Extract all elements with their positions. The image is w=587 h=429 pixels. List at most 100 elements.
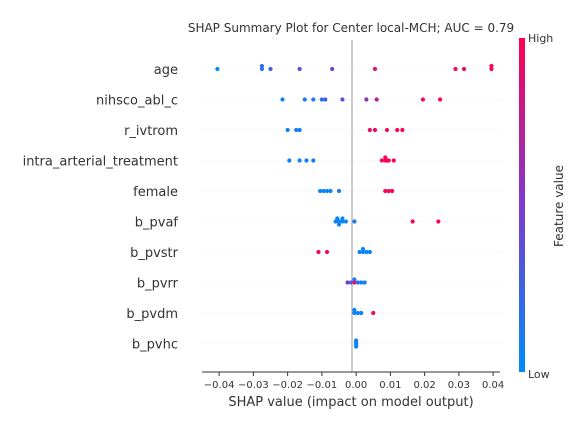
point-nihsco_abl_c-0	[280, 97, 285, 102]
point-b_pvstr-3	[357, 249, 362, 255]
x-tick-label: 0.00	[345, 380, 367, 391]
point-female-7	[390, 188, 395, 194]
feature-label-b_pvaf: b_pvaf	[135, 216, 179, 231]
x-tick-label: −0.03	[238, 380, 269, 391]
colorbar-high-label: High	[528, 32, 553, 45]
point-r_ivtrom-1	[294, 127, 299, 133]
point-r_ivtrom-2	[297, 127, 302, 133]
point-intra_arterial_treatment-2	[304, 158, 309, 163]
x-axis-label: SHAP value (impact on model output)	[228, 395, 473, 410]
point-b_pvrr-5	[359, 280, 364, 285]
colorbar	[519, 38, 525, 372]
point-b_pvaf-2	[333, 219, 338, 224]
point-age-8	[461, 66, 467, 72]
point-nihsco_abl_c-6	[364, 97, 369, 102]
feature-label-b_pvstr: b_pvstr	[130, 246, 179, 261]
feature-label-female: female	[133, 185, 178, 200]
feature-label-b_pvrr: b_pvrr	[137, 277, 179, 292]
feature-label-r_ivtrom: r_ivtrom	[124, 124, 178, 139]
point-age-4	[297, 66, 302, 72]
point-female-2	[324, 188, 330, 194]
point-b_pvstr-4	[360, 249, 366, 255]
point-b_pvrr-6	[362, 280, 367, 285]
point-nihsco_abl_c-3	[319, 97, 324, 102]
point-age-6	[372, 66, 378, 72]
point-female-5	[383, 188, 388, 194]
point-nihsco_abl_c-7	[374, 97, 379, 102]
feature-rows: age nihsco_abl_c r_ivtrom intra_arterial_tr…	[23, 63, 500, 353]
point-b_pvaf-4	[340, 219, 345, 224]
point-b_pvdm-0	[352, 307, 357, 313]
feature-label-b_pvhc: b_pvhc	[132, 338, 178, 353]
point-b_pvstr-5	[364, 249, 369, 255]
point-age-5	[330, 66, 335, 72]
x-tick-label: −0.04	[204, 380, 235, 391]
point-r_ivtrom-6	[395, 127, 400, 133]
point-nihsco_abl_c-1	[302, 97, 307, 102]
point-age-10	[489, 63, 494, 69]
point-b_pvaf-7	[352, 219, 357, 224]
point-age-1	[259, 66, 265, 72]
point-age-3	[268, 66, 273, 72]
chart-title: SHAP Summary Plot for Center local-MCH; …	[188, 21, 514, 35]
point-intra_arterial_treatment-8	[391, 158, 396, 163]
point-b_pvrr-0	[352, 277, 357, 282]
point-r_ivtrom-7	[400, 127, 405, 133]
feature-label-age: age	[154, 63, 178, 78]
feature-label-intra_arterial_treatment: intra_arterial_treatment	[23, 155, 178, 170]
point-b_pvdm-3	[359, 310, 364, 316]
points-layer	[215, 63, 494, 349]
point-b_pvdm-2	[355, 310, 360, 316]
x-tick-label: −0.02	[272, 380, 303, 391]
point-b_pvrr-2	[348, 280, 354, 285]
x-tick-label: −0.01	[307, 380, 338, 391]
point-b_pvaf-3	[336, 219, 342, 224]
point-b_pvaf-5	[343, 219, 348, 224]
point-female-0	[318, 188, 323, 194]
point-b_pvstr-6	[367, 249, 372, 255]
point-b_pvaf-8	[410, 219, 415, 224]
x-tick-label: 0.04	[482, 380, 504, 391]
colorbar-title: Feature value	[552, 165, 566, 247]
feature-label-b_pvdm: b_pvdm	[126, 307, 178, 322]
point-b_pvstr-2	[360, 246, 366, 252]
point-b_pvaf-9	[436, 219, 441, 224]
point-nihsco_abl_c-9	[437, 97, 443, 102]
point-b_pvstr-1	[324, 249, 330, 255]
point-age-2	[259, 63, 265, 69]
point-nihsco_abl_c-2	[311, 97, 316, 102]
colorbar-low-label: Low	[528, 368, 550, 381]
point-intra_arterial_treatment-0	[287, 158, 292, 163]
point-nihsco_abl_c-5	[340, 97, 345, 102]
point-b_pvdm-4	[371, 310, 376, 316]
point-nihsco_abl_c-4	[323, 97, 328, 102]
x-tick-label: 0.01	[379, 380, 401, 391]
point-b_pvdm-1	[352, 310, 357, 316]
point-b_pvrr-4	[355, 280, 360, 285]
point-b_pvrr-3	[352, 280, 357, 285]
point-r_ivtrom-0	[285, 127, 290, 133]
point-female-6	[386, 188, 391, 194]
point-age-7	[453, 66, 458, 72]
point-age-0	[215, 66, 220, 72]
point-age-9	[489, 66, 494, 72]
point-r_ivtrom-4	[372, 127, 378, 133]
point-b_pvstr-0	[316, 249, 321, 255]
feature-label-nihsco_abl_c: nihsco_abl_c	[96, 94, 178, 109]
point-b_pvaf-1	[340, 216, 345, 221]
point-intra_arterial_treatment-9	[383, 155, 388, 160]
point-female-3	[328, 188, 333, 194]
point-r_ivtrom-3	[367, 127, 372, 133]
x-tick-label: 0.03	[448, 380, 470, 391]
point-b_pvaf-6	[336, 222, 342, 227]
point-female-4	[336, 188, 342, 194]
point-intra_arterial_treatment-3	[311, 158, 316, 163]
point-intra_arterial_treatment-4	[379, 158, 384, 163]
point-intra_arterial_treatment-1	[297, 158, 302, 163]
point-b_pvhc-4	[354, 344, 359, 349]
x-tick-label: 0.02	[414, 380, 436, 391]
point-b_pvrr-1	[345, 280, 350, 285]
point-intra_arterial_treatment-7	[386, 158, 391, 163]
x-ticks: −0.04 −0.03 −0.02 −0.01 0.00 0.01 0.02 0.03 0.04	[204, 372, 504, 391]
